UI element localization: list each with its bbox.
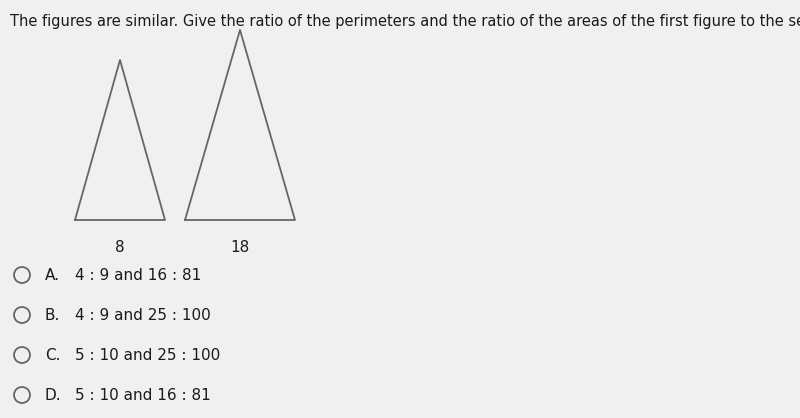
Text: The figures are similar. Give the ratio of the perimeters and the ratio of the a: The figures are similar. Give the ratio … (10, 14, 800, 29)
Text: 5 : 10 and 16 : 81: 5 : 10 and 16 : 81 (75, 387, 210, 403)
Text: C.: C. (45, 347, 61, 362)
Text: D.: D. (45, 387, 62, 403)
Text: 4 : 9 and 16 : 81: 4 : 9 and 16 : 81 (75, 268, 202, 283)
Text: 4 : 9 and 25 : 100: 4 : 9 and 25 : 100 (75, 308, 210, 323)
Text: A.: A. (45, 268, 60, 283)
Text: 8: 8 (115, 240, 125, 255)
Text: B.: B. (45, 308, 60, 323)
Text: 18: 18 (230, 240, 250, 255)
Text: 5 : 10 and 25 : 100: 5 : 10 and 25 : 100 (75, 347, 220, 362)
